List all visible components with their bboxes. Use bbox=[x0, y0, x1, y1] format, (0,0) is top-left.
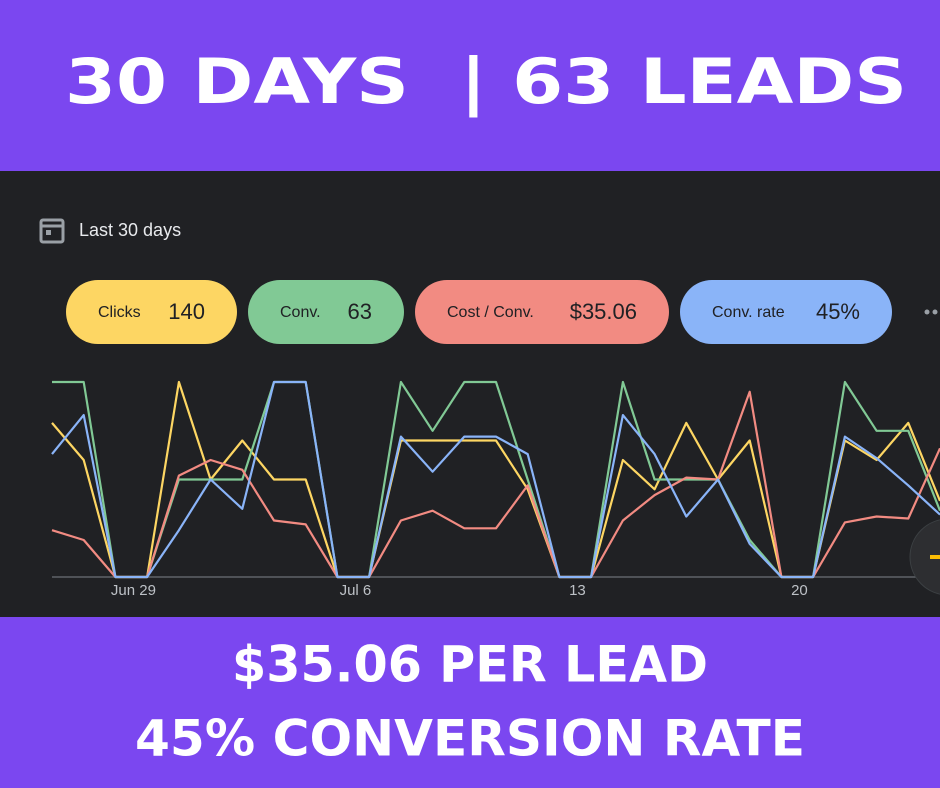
plot-area: Jun 29 Jul 6 13 20 bbox=[51, 380, 940, 599]
header-band bbox=[0, 0, 940, 171]
series-line bbox=[51, 380, 940, 579]
footer-line: 45% CONVERSION RATE bbox=[135, 710, 805, 768]
chip-value: 63 bbox=[348, 299, 372, 324]
footer-line: $35.06 PER LEAD bbox=[232, 636, 708, 694]
x-tick-label: Jul 6 bbox=[340, 582, 372, 599]
headline: 30 DAYS | 63 LEADS bbox=[65, 45, 907, 119]
chip-label: Conv. rate bbox=[712, 304, 785, 321]
footer-band bbox=[0, 617, 940, 788]
x-tick-label: Jun 29 bbox=[111, 582, 156, 599]
more-button[interactable] bbox=[924, 309, 940, 315]
date-range[interactable]: Last 30 days bbox=[79, 220, 181, 240]
floating-button[interactable] bbox=[909, 519, 940, 595]
chip-background bbox=[680, 280, 892, 344]
chip-value: 45% bbox=[816, 299, 860, 324]
chip-background bbox=[415, 280, 669, 344]
metric-chip[interactable]: Clicks 140 bbox=[66, 280, 237, 344]
chip-value: $35.06 bbox=[570, 299, 637, 324]
metric-chip[interactable]: Cost / Conv. $35.06 bbox=[415, 280, 669, 344]
chip-value: 140 bbox=[168, 299, 205, 324]
metric-chip[interactable]: Conv. rate 45% bbox=[680, 280, 892, 344]
chip-background bbox=[248, 280, 404, 344]
calendar-icon bbox=[39, 218, 65, 244]
x-tick-label: 20 bbox=[791, 582, 808, 599]
chip-background bbox=[66, 280, 237, 344]
x-tick-label: 13 bbox=[569, 582, 586, 599]
metric-chip[interactable]: Conv. 63 bbox=[248, 280, 404, 344]
chip-label: Clicks bbox=[98, 304, 141, 321]
chip-label: Conv. bbox=[280, 304, 321, 321]
dashboard-panel bbox=[0, 171, 940, 617]
chip-label: Cost / Conv. bbox=[447, 304, 534, 321]
